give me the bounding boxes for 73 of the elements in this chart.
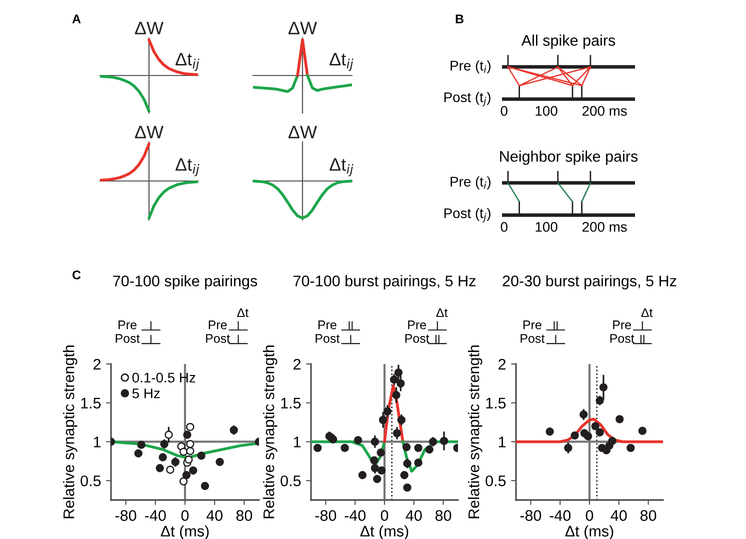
text: 200 ms [582,106,627,116]
legend-label: 0.1-0.5 Hz [132,372,196,383]
text: C [72,270,81,280]
text: Post [316,334,340,343]
text: 0 [500,106,508,116]
text: 100 [536,222,558,232]
x-axis-title: Δt$_{ij}$ [176,158,200,176]
x-tick-label: 0 [181,510,189,521]
x-tick-label: -40 [344,510,366,521]
text: 100 [536,106,558,116]
text: Pre [318,320,336,330]
y-tick-label: 1.5 [81,398,101,409]
text: Post (t$_{j}$) [444,208,490,222]
x-axis-title: Δt$_{ij}$ [176,52,200,71]
text: 200 ms [582,222,627,232]
x-tick-label: -80 [520,510,542,521]
y-tick-label: 0.5 [486,475,506,486]
y-tick-label: 1 [294,436,301,448]
chart-title: 70-100 spike pairings [113,275,258,290]
y-axis-title: ΔW [288,126,317,138]
y-axis-title: ΔW [288,22,317,34]
y-tick-label: 1 [94,436,101,448]
y-axis-title: ΔW [134,126,164,138]
y-tick-label: 0.5 [80,475,101,486]
x-axis-title: Δt$_{ij}$ [330,52,354,71]
legend-label: 5 Hz [132,388,160,398]
text: A [72,14,81,24]
text: 0 [500,222,508,232]
y-axis-title: Relative synaptic strength [468,346,482,518]
text: Neighbor spike pairs [500,150,638,165]
y-axis-title: Relative synaptic strength [263,346,278,518]
x-tick-label: 40 [406,510,422,521]
text: Δt [436,308,448,318]
text: Post [610,334,634,343]
y-tick-label: 2 [94,358,101,370]
text: Pre (t$_{i}$) [450,60,490,74]
y-axis-title: Relative synaptic strength [63,346,78,518]
y-axis-title: ΔW [134,22,164,34]
text: Pre [208,320,227,330]
text: Pre [613,320,632,330]
text: Post (t$_{j}$) [444,92,490,106]
text: Pre [408,320,426,330]
x-tick-label: 80 [435,510,452,521]
y-tick-label: 1.5 [486,398,506,409]
x-tick-label: 40 [206,510,222,521]
text: Post [116,334,140,343]
x-tick-label: -80 [115,510,136,521]
x-tick-label: 80 [640,510,656,521]
text: Post [206,334,230,343]
text: Post [405,334,430,343]
x-tick-label: -80 [315,510,336,521]
x-tick-label: -40 [550,510,571,521]
text: B [456,14,464,24]
chart-title: 20-30 burst pairings, 5 Hz [502,275,676,290]
x-tick-label: 0 [380,510,388,521]
text: All spike pairs [521,34,616,49]
chart-title: 70-100 burst pairings, 5 Hz [294,275,476,290]
y-tick-label: 1.5 [281,398,301,409]
y-tick-label: 2 [294,358,301,370]
text: Pre [523,320,542,330]
text: Post [520,334,545,343]
y-tick-label: 2 [498,358,506,370]
y-tick-label: 0.5 [280,475,301,486]
text: Pre (t$_{i}$) [450,176,490,190]
x-tick-label: 80 [236,510,252,521]
text: Pre [118,320,136,330]
x-axis-title: Δt$_{ij}$ [330,158,354,176]
x-tick-label: 40 [610,510,627,521]
x-tick-label: -40 [145,510,166,521]
text: Δt [237,308,249,318]
text: Δt [641,308,653,318]
x-tick-label: 0 [586,510,594,521]
y-tick-label: 1 [498,436,506,448]
